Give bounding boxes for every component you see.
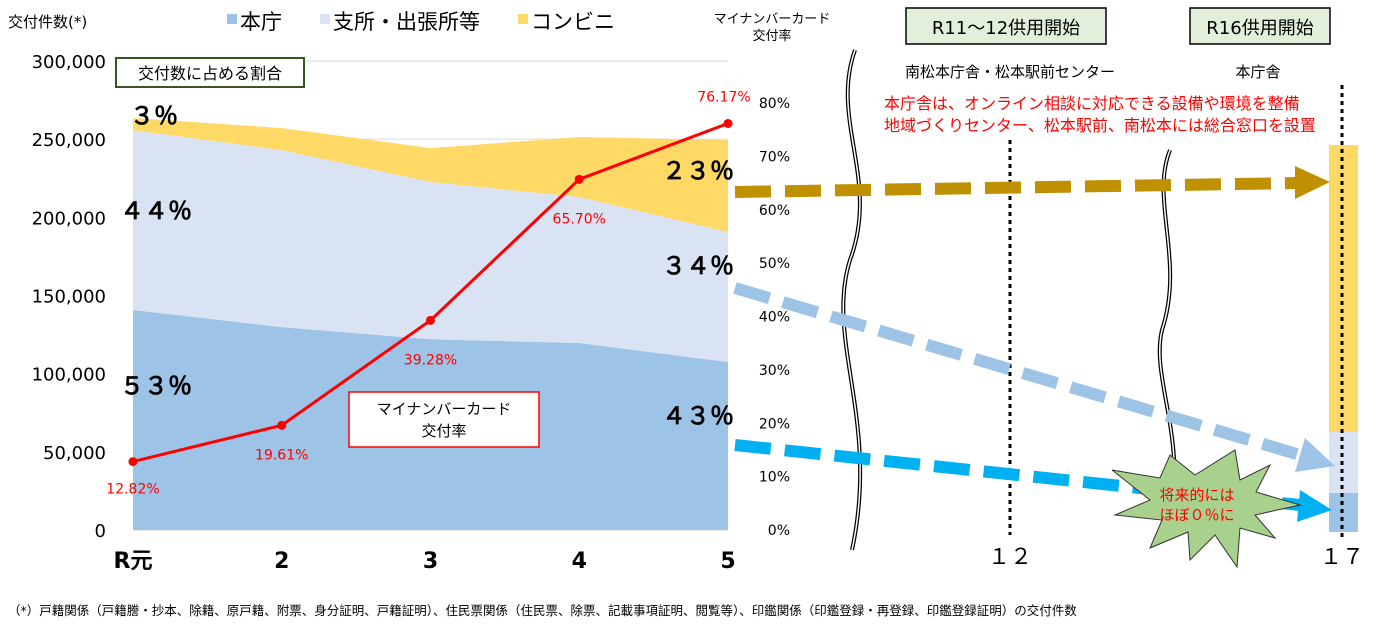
axis-break-1 — [841, 49, 863, 551]
share-label-r5-shisho: ３４％ — [662, 252, 734, 280]
rate-data-label: 19.61% — [255, 447, 308, 463]
starburst-callout — [1111, 449, 1302, 569]
y2-tick-label: 70% — [759, 149, 790, 165]
area-series-2 — [133, 118, 728, 233]
legend-label-konbini: コンビニ — [531, 10, 615, 34]
share-label-r1-konbini: ３％ — [130, 102, 178, 130]
share-label-r5-konbini: ２３％ — [662, 157, 734, 185]
line-callout-line2: 交付率 — [421, 422, 466, 440]
stacked-areas — [133, 118, 728, 530]
y2-axis-ticks: 0% 10% 20% 30% 40% 50% 60% 70% 80% — [759, 96, 790, 539]
y2-tick-label: 50% — [759, 256, 790, 272]
share-label-r1-honcho: ５３％ — [120, 372, 192, 400]
rate-data-label: 65.70% — [553, 211, 606, 227]
share-label-r1-shisho: ４４％ — [120, 197, 192, 225]
future-bar — [1329, 145, 1358, 532]
y-axis-ticks: 0 50,000 100,000 150,000 200,000 250,000 300,0… — [32, 52, 106, 542]
rate-point — [128, 457, 138, 467]
y-tick-label: 100,000 — [32, 365, 106, 386]
line-callout-line1: マイナンバーカード — [377, 400, 512, 418]
milestone1-subtitle: 南松本庁舎・松本駅前センター — [905, 63, 1115, 81]
note-line2: 地域づくりセンター、松本駅前、南松本には総合窓口を設置 — [884, 116, 1316, 135]
y-tick-label: 300,000 — [32, 52, 106, 73]
arrowhead-konbini — [1295, 166, 1330, 199]
y2-tick-label: 0% — [768, 523, 790, 539]
milestone2-box — [1189, 7, 1331, 45]
x-tick-label: R元 — [114, 549, 153, 574]
arrow-shisho — [733, 282, 1302, 461]
y2-tick-label: 30% — [759, 363, 790, 379]
legend-label-shisho: 支所・出張所等 — [333, 10, 480, 34]
rate-point — [277, 420, 287, 430]
arrowhead-shisho — [1295, 438, 1335, 472]
milestone1-box — [905, 7, 1107, 45]
rate-point — [574, 174, 584, 184]
y2-axis-title-line2: 交付率 — [752, 28, 791, 44]
legend-swatch-konbini — [518, 14, 528, 24]
y2-tick-label: 80% — [759, 96, 790, 112]
legend-swatch-shisho — [320, 14, 330, 24]
y2-tick-label: 40% — [759, 310, 790, 326]
x-tick-label: 5 — [720, 549, 735, 574]
milestone1-title: R11～12供用開始 — [932, 18, 1080, 39]
rate-data-label: 76.17% — [697, 89, 750, 105]
y2-tick-label: 60% — [759, 203, 790, 219]
share-label-r5-honcho: ４３％ — [662, 402, 734, 430]
arrowhead-honcho — [1297, 490, 1332, 522]
share-box-label: 交付数に占める割合 — [138, 64, 282, 83]
y-tick-label: 150,000 — [32, 287, 106, 308]
legend-swatch-honcho — [227, 14, 237, 24]
rate-line: 12.82% 19.61% 39.28% 65.70% 76.17% — [106, 89, 750, 497]
x-tick-label: 2 — [274, 549, 289, 574]
rate-data-label: 39.28% — [404, 352, 457, 368]
projection-x-label-17: １７ — [1320, 545, 1364, 570]
rate-point — [426, 315, 435, 325]
footnote: （*）戸籍関係（戸籍謄・抄本、除籍、原戸籍、附票、身分証明、戸籍証明）、住民票関… — [8, 603, 1077, 618]
share-box — [115, 57, 305, 88]
legend-label-honcho: 本庁 — [240, 10, 282, 34]
y2-tick-label: 20% — [759, 416, 790, 432]
x-tick-label: 4 — [572, 549, 587, 574]
y-tick-label: 0 — [95, 521, 106, 542]
y-axis-title: 交付件数(*) — [8, 13, 87, 31]
x-axis-ticks: R元 2 3 4 5 — [114, 549, 736, 574]
y-tick-label: 50,000 — [43, 443, 106, 464]
projection-x-label-12: １２ — [988, 545, 1032, 570]
milestone2-subtitle: 本庁舎 — [1235, 63, 1280, 81]
rate-point — [723, 118, 733, 128]
milestone2-title: R16供用開始 — [1206, 18, 1313, 39]
rate-data-label: 12.82% — [106, 482, 159, 498]
share-labels: ３％ ４４％ ５３％ ２３％ ３４％ ４３％ — [120, 102, 734, 430]
burst-line2: ほぼ０％に — [1159, 506, 1234, 524]
legend: 本庁 支所・出張所等 コンビニ — [227, 10, 615, 34]
y2-tick-label: 10% — [759, 470, 790, 486]
note-line1: 本庁舎は、オンライン相談に対応できる設備や環境を整備 — [884, 94, 1300, 113]
line-callout — [348, 391, 540, 448]
y2-axis-title-line1: マイナンバーカード — [714, 12, 831, 27]
burst-line1: 将来的には — [1159, 486, 1234, 504]
x-tick-label: 3 — [423, 549, 438, 574]
y-tick-label: 200,000 — [32, 208, 106, 229]
y-tick-label: 250,000 — [32, 130, 106, 151]
area-series-1 — [133, 130, 728, 362]
arrow-konbini — [734, 177, 1301, 198]
